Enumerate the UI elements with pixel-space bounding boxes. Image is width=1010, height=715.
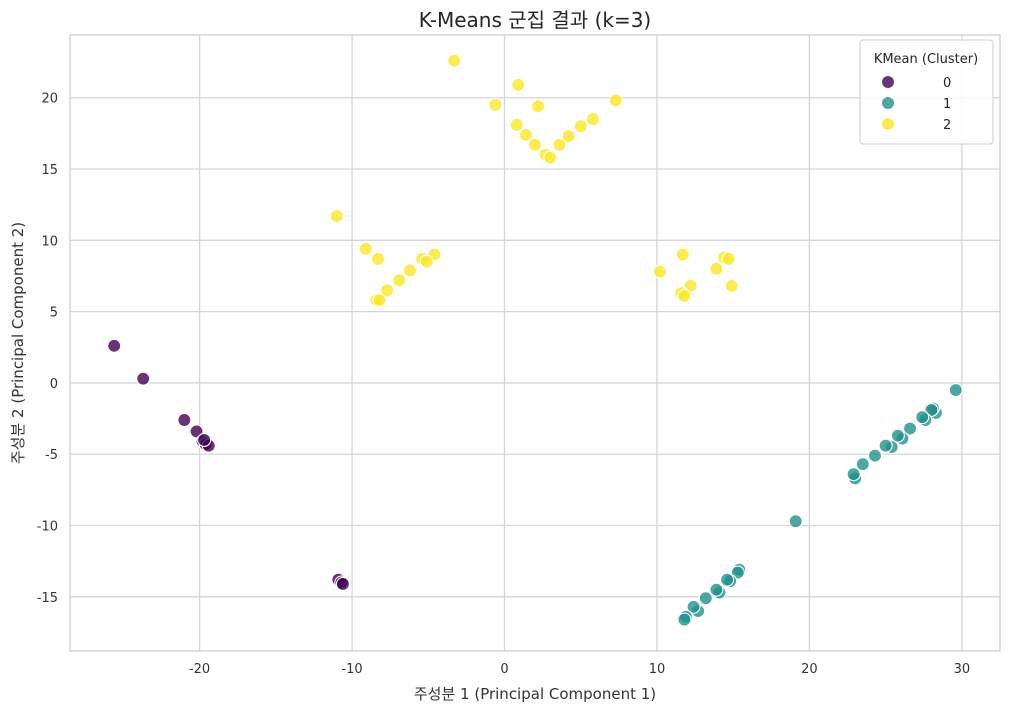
y-axis-label: 주성분 2 (Principal Component 2) — [9, 222, 27, 464]
point-cluster-2 — [721, 251, 736, 266]
point-cluster-1 — [709, 582, 724, 597]
legend: KMean (Cluster) 0 1 2 — [859, 39, 994, 145]
point-cluster-2 — [585, 112, 600, 127]
point-cluster-1 — [948, 383, 963, 398]
x-tick-label: 20 — [801, 662, 818, 677]
y-tick-label: 15 — [41, 163, 58, 178]
point-cluster-2 — [573, 119, 588, 134]
point-cluster-2 — [652, 264, 668, 279]
point-cluster-2 — [392, 273, 407, 288]
point-cluster-1 — [788, 514, 803, 529]
point-cluster-1 — [846, 467, 861, 482]
point-cluster-0 — [197, 432, 212, 448]
x-tick-label: 10 — [649, 662, 666, 677]
point-cluster-2 — [380, 283, 395, 298]
point-cluster-0 — [177, 412, 192, 428]
x-tick-labels: -20 -10 0 10 20 30 — [189, 662, 970, 677]
legend-label-1: 1 — [943, 97, 951, 112]
x-tick-label: -20 — [189, 662, 210, 677]
legend-box — [859, 39, 994, 145]
x-tick-label: 30 — [954, 662, 971, 677]
point-cluster-2 — [358, 241, 373, 256]
point-cluster-2 — [518, 127, 533, 142]
point-cluster-1 — [915, 410, 930, 425]
y-tick-label: 5 — [50, 306, 58, 321]
point-cluster-2 — [372, 293, 387, 308]
point-cluster-2 — [370, 251, 386, 266]
point-cluster-2 — [402, 263, 418, 278]
x-tick-label: -10 — [341, 662, 362, 677]
point-cluster-2 — [709, 261, 724, 276]
point-cluster-2 — [677, 288, 692, 303]
point-cluster-1 — [855, 457, 870, 472]
y-tick-labels: -15 -10 -5 0 5 10 15 20 — [37, 92, 58, 606]
legend-marker-0 — [881, 75, 895, 89]
point-cluster-2 — [724, 278, 739, 294]
legend-marker-2 — [881, 117, 895, 131]
point-cluster-2 — [608, 93, 623, 108]
y-tick-label: 20 — [41, 92, 58, 107]
y-tick-label: -15 — [37, 591, 58, 606]
point-cluster-2 — [675, 247, 690, 262]
x-axis-label: 주성분 1 (Principal Component 1) — [414, 685, 656, 703]
point-cluster-2 — [419, 254, 434, 269]
data-points — [107, 53, 963, 627]
point-cluster-2 — [447, 53, 462, 68]
point-cluster-2 — [488, 97, 503, 112]
legend-label-2: 2 — [943, 118, 951, 133]
point-cluster-1 — [902, 421, 918, 436]
point-cluster-1 — [878, 438, 893, 453]
point-cluster-2 — [530, 99, 546, 114]
point-cluster-0 — [335, 576, 350, 592]
grid — [70, 35, 1000, 651]
point-cluster-0 — [136, 371, 151, 386]
legend-items: 0 1 2 — [881, 75, 951, 133]
y-tick-label: 10 — [41, 234, 58, 249]
plot-background — [70, 35, 1000, 651]
point-cluster-1 — [890, 428, 905, 443]
legend-label-0: 0 — [943, 76, 951, 91]
point-cluster-2 — [543, 150, 558, 165]
chart-title: K-Means 군집 결과 (k=3) — [419, 8, 652, 32]
point-cluster-2 — [509, 117, 524, 132]
x-tick-label: 0 — [500, 662, 508, 677]
point-cluster-2 — [329, 209, 344, 224]
point-cluster-2 — [511, 77, 526, 92]
legend-marker-1 — [881, 96, 895, 110]
point-cluster-2 — [527, 137, 543, 152]
point-cluster-2 — [561, 129, 576, 144]
point-cluster-0 — [107, 338, 122, 353]
point-cluster-1 — [867, 448, 883, 463]
point-cluster-1 — [698, 591, 713, 606]
y-tick-label: -5 — [45, 448, 58, 463]
y-tick-label: -10 — [37, 520, 58, 535]
point-cluster-1 — [677, 612, 692, 627]
y-tick-label: 0 — [50, 377, 58, 392]
plot-frame — [69, 34, 1001, 652]
point-cluster-1 — [686, 599, 701, 614]
point-cluster-2 — [552, 137, 567, 152]
legend-title: KMean (Cluster) — [874, 52, 978, 67]
point-cluster-1 — [720, 572, 735, 587]
